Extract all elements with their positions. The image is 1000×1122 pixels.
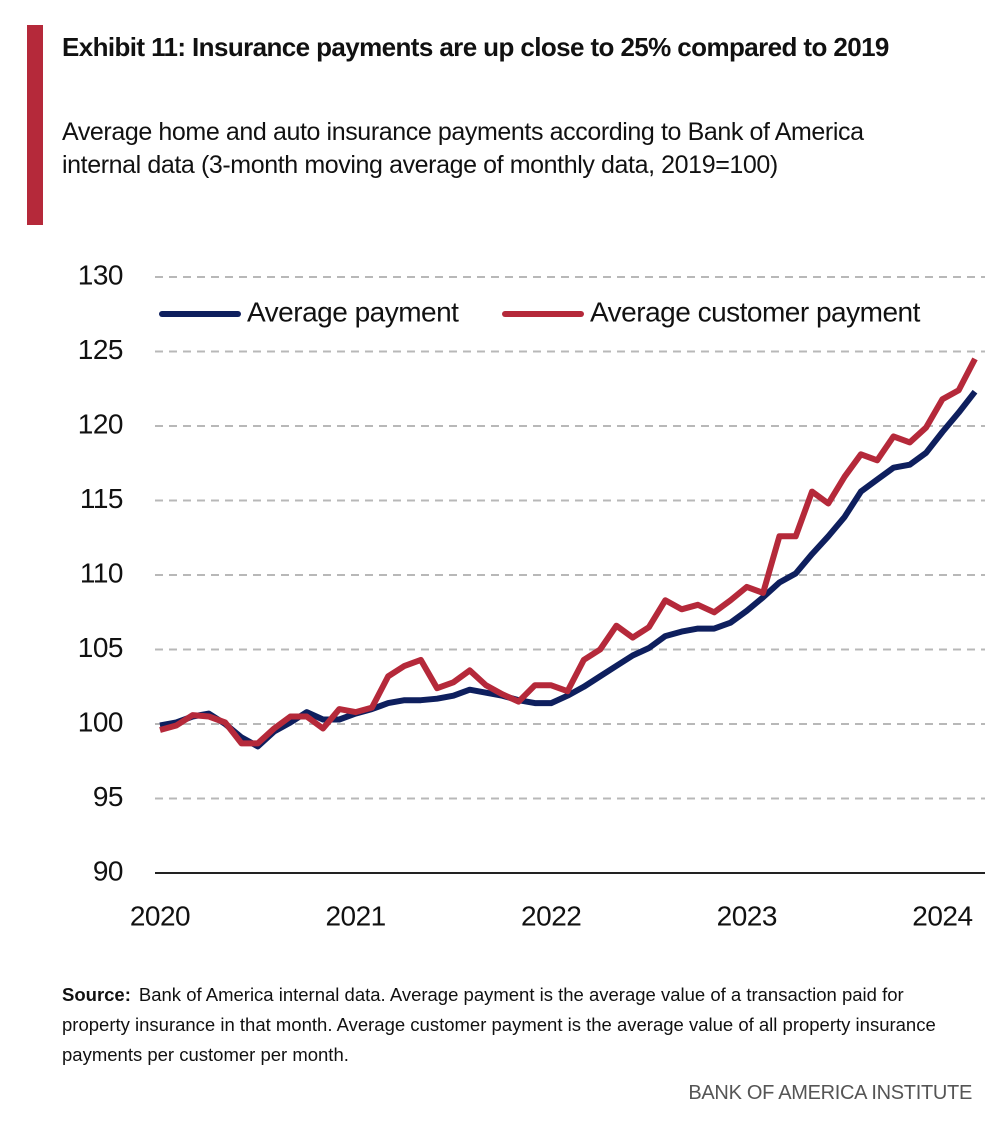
y-tick-label: 100 [78,706,123,737]
source-note: Source: Bank of America internal data. Av… [62,980,962,1070]
footer: BANK OF AMERICA INSTITUTE [688,1082,972,1104]
x-tick-label: 2021 [325,900,385,931]
y-tick-label: 115 [80,483,123,514]
chart-title: Exhibit 11: Insurance payments are up cl… [62,32,889,62]
y-tick-label: 125 [78,334,123,365]
accent-bar [27,25,43,225]
chart-subtitle: Average home and auto insurance payments… [62,118,864,179]
x-tick-label: 2022 [521,900,581,931]
y-tick-label: 90 [93,855,123,886]
y-tick-label: 105 [78,632,123,663]
x-tick-label: 2020 [130,900,190,931]
x-tick-label: 2024 [912,900,972,931]
source-label: Source: [62,984,131,1005]
x-tick-label: 2023 [717,900,777,931]
chart: 90 95 100 105 110 115 120 125 130 2020 2021 2022 202… [78,259,985,931]
source-text: Bank of America internal data. Average p… [62,984,936,1065]
y-tick-label: 130 [78,259,123,290]
y-tick-label: 95 [93,781,123,812]
legend-label: Average customer payment [590,296,921,327]
legend-label: Average payment [247,296,459,327]
y-tick-label: 120 [78,408,123,439]
line-series [159,357,978,747]
y-tick-label: 110 [80,557,123,588]
